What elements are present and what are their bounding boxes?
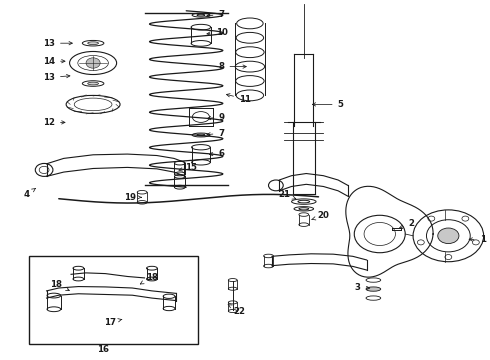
Text: 10: 10 — [207, 28, 227, 37]
Text: 5: 5 — [312, 100, 343, 109]
Text: 7: 7 — [207, 129, 224, 138]
Ellipse shape — [366, 287, 381, 291]
Text: 7: 7 — [207, 10, 224, 19]
Text: 12: 12 — [43, 118, 65, 127]
Text: 4: 4 — [24, 189, 35, 199]
Text: 14: 14 — [43, 57, 65, 66]
Text: 17: 17 — [104, 318, 122, 327]
Ellipse shape — [88, 42, 98, 45]
Text: 18: 18 — [50, 280, 69, 291]
Text: 11: 11 — [226, 94, 251, 104]
Text: 2: 2 — [399, 219, 415, 229]
Text: 8: 8 — [219, 62, 246, 71]
Text: 20: 20 — [312, 211, 329, 220]
Bar — [29, 256, 198, 344]
Text: 15: 15 — [179, 163, 197, 172]
Text: 3: 3 — [355, 284, 370, 292]
Text: 18: 18 — [140, 273, 158, 284]
Text: 21: 21 — [278, 190, 296, 199]
Ellipse shape — [88, 82, 98, 85]
Circle shape — [438, 228, 459, 244]
Text: 22: 22 — [228, 304, 245, 316]
Text: 9: 9 — [207, 112, 224, 122]
Text: 16: 16 — [97, 345, 109, 354]
Text: 6: 6 — [209, 148, 224, 158]
Text: 19: 19 — [124, 193, 142, 202]
Circle shape — [86, 58, 100, 68]
Text: 1: 1 — [469, 235, 486, 244]
Text: 13: 13 — [43, 39, 73, 48]
Text: 13: 13 — [43, 73, 70, 82]
